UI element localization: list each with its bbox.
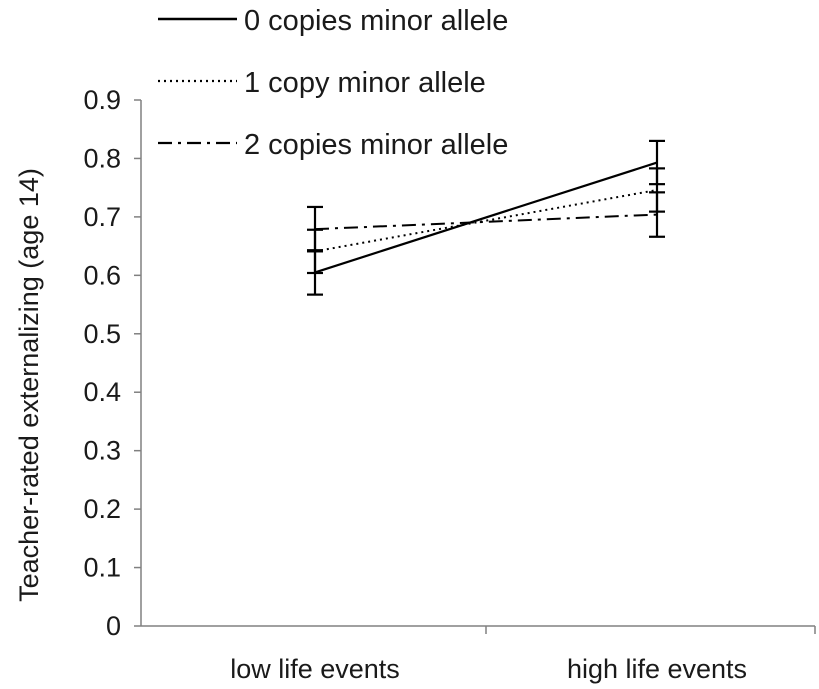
legend-label: 2 copies minor allele	[244, 129, 508, 161]
legend-label: 1 copy minor allele	[244, 67, 486, 99]
series-2	[307, 191, 665, 253]
x-category-label: low life events	[230, 654, 400, 684]
legend-item-0: 0 copies minor allele	[158, 5, 508, 37]
y-tick-label: 0.1	[83, 553, 121, 583]
x-categories: low life events high life events	[230, 654, 747, 684]
y-tick-label: 0.5	[83, 319, 121, 349]
y-axis-title: Teacher-rated externalizing (age 14)	[14, 168, 44, 602]
x-category-label: high life events	[567, 654, 747, 684]
series-line	[314, 161, 658, 274]
legend-label: 0 copies minor allele	[244, 5, 508, 37]
series-layer	[307, 139, 665, 296]
axes	[140, 100, 816, 634]
legend: 0 copies minor allele 1 copy minor allele…	[158, 5, 508, 161]
legend-item-2: 2 copies minor allele	[158, 129, 508, 161]
y-tick-label: 0.3	[83, 436, 121, 466]
y-tick-label: 0.8	[83, 143, 121, 173]
y-tick-label: 0.6	[83, 260, 121, 290]
y-tick-label: 0	[106, 611, 121, 641]
series-line	[314, 189, 658, 253]
series-0	[307, 139, 665, 296]
y-tick-label: 0.7	[83, 202, 121, 232]
y-tick-label: 0.4	[83, 377, 121, 407]
legend-item-1: 1 copy minor allele	[158, 67, 486, 99]
y-tick-label: 0.9	[83, 85, 121, 115]
y-tick-label: 0.2	[83, 494, 121, 524]
y-ticks: 0 0.1 0.2 0.3 0.4 0.5 0.6 0.7 0.8 0.9	[83, 85, 141, 641]
